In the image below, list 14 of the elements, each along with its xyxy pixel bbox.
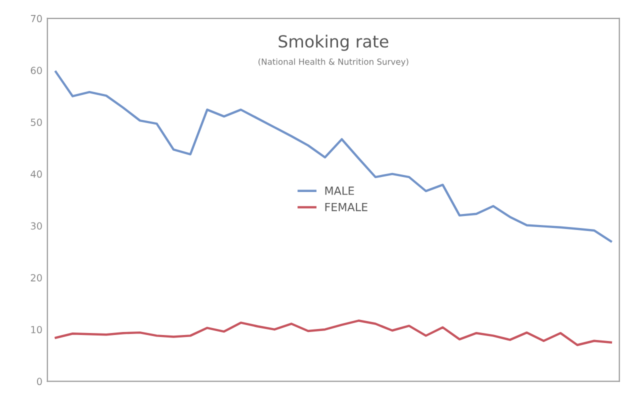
legend-label: FEMALE — [325, 202, 368, 212]
y-tick-label: 60 — [30, 66, 42, 74]
y-tick-label: 70 — [30, 14, 42, 22]
legend-label: MALE — [325, 186, 354, 195]
line-series — [54, 320, 612, 346]
text: Smoking rate — [278, 34, 388, 51]
text: (National Health & Nutrition Survey) — [258, 58, 408, 66]
y-tick-label: 10 — [31, 326, 42, 334]
y-tick-label: 40 — [30, 170, 42, 178]
y-tick-label: 20 — [30, 274, 42, 282]
line-series — [54, 70, 612, 242]
y-tick-label: 0 — [36, 378, 42, 386]
y-tick-label: 30 — [30, 222, 42, 230]
y-tick-label: 50 — [30, 118, 42, 126]
